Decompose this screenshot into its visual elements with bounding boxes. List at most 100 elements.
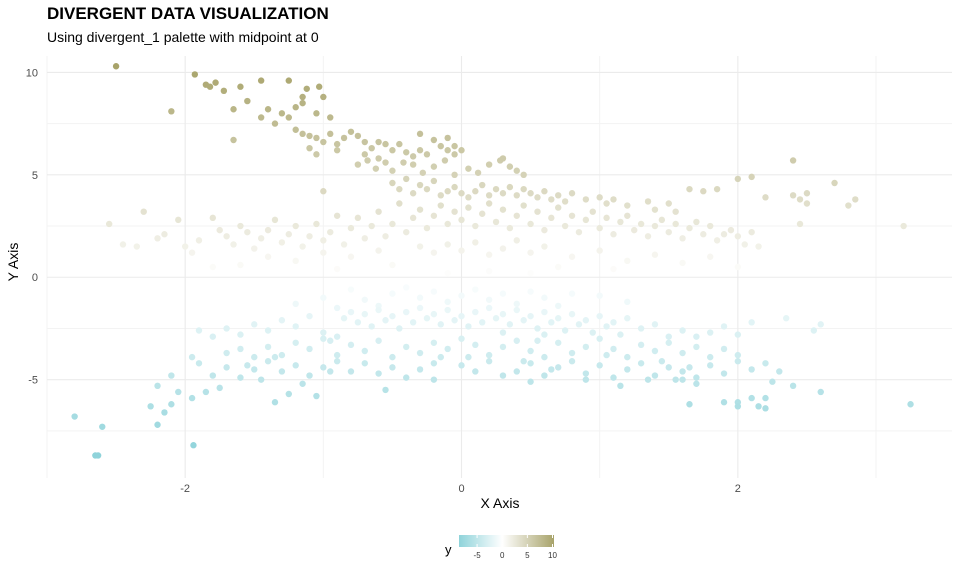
data-point bbox=[624, 257, 631, 265]
data-point bbox=[188, 249, 196, 256]
data-point bbox=[637, 220, 645, 228]
data-point bbox=[396, 200, 403, 207]
data-point bbox=[237, 331, 244, 338]
data-point bbox=[520, 171, 527, 179]
data-point bbox=[506, 321, 514, 328]
data-point bbox=[423, 224, 431, 232]
data-point bbox=[375, 247, 382, 254]
data-point bbox=[190, 442, 197, 449]
data-point bbox=[175, 216, 182, 224]
data-point bbox=[347, 308, 355, 316]
data-point bbox=[209, 263, 217, 271]
data-point bbox=[513, 300, 520, 308]
data-point bbox=[223, 364, 230, 371]
data-point bbox=[292, 362, 299, 369]
data-point bbox=[520, 202, 527, 209]
data-point bbox=[264, 106, 272, 113]
data-point bbox=[900, 222, 907, 230]
data-point bbox=[527, 220, 534, 228]
data-point bbox=[333, 333, 341, 340]
data-point bbox=[361, 360, 368, 367]
data-point bbox=[368, 222, 375, 230]
data-point bbox=[206, 83, 214, 90]
data-point bbox=[513, 167, 520, 174]
data-point bbox=[347, 253, 355, 260]
data-point bbox=[285, 114, 292, 121]
data-point bbox=[389, 353, 396, 361]
data-point bbox=[651, 347, 659, 355]
data-point bbox=[782, 315, 790, 322]
data-point bbox=[479, 181, 486, 189]
data-point bbox=[354, 214, 362, 222]
data-point bbox=[499, 290, 507, 297]
data-point bbox=[416, 366, 424, 373]
data-point bbox=[506, 183, 514, 191]
data-point bbox=[624, 298, 631, 306]
data-point bbox=[485, 192, 493, 199]
data-point bbox=[375, 208, 382, 215]
data-point bbox=[589, 329, 596, 336]
data-point bbox=[237, 83, 244, 90]
data-point bbox=[285, 390, 292, 398]
data-point bbox=[375, 155, 382, 162]
data-point bbox=[251, 366, 258, 373]
data-point bbox=[154, 235, 161, 242]
data-point bbox=[271, 353, 279, 361]
data-point bbox=[299, 243, 306, 250]
data-point bbox=[223, 349, 230, 357]
data-point bbox=[458, 312, 465, 320]
color-legend: y -5 0 5 10 bbox=[445, 535, 557, 560]
legend-colorbar bbox=[459, 535, 554, 547]
data-point bbox=[292, 222, 299, 230]
data-point bbox=[168, 108, 175, 115]
data-point bbox=[568, 349, 576, 357]
data-point bbox=[271, 399, 279, 406]
data-point bbox=[707, 353, 714, 361]
data-point bbox=[430, 212, 438, 219]
data-point bbox=[762, 394, 769, 402]
data-point bbox=[637, 360, 645, 367]
data-point bbox=[624, 366, 631, 373]
data-point bbox=[299, 99, 306, 107]
data-point bbox=[686, 364, 693, 371]
grid-lines bbox=[46, 56, 952, 478]
data-point bbox=[644, 376, 652, 383]
data-point bbox=[748, 228, 755, 236]
data-point bbox=[347, 286, 355, 293]
data-point bbox=[320, 249, 327, 256]
data-point bbox=[223, 325, 230, 332]
data-point bbox=[333, 351, 341, 359]
data-point bbox=[561, 327, 569, 334]
data-point bbox=[596, 312, 603, 320]
chart-title: DIVERGENT DATA VISUALIZATION bbox=[47, 4, 329, 23]
data-point bbox=[320, 237, 327, 244]
data-point bbox=[506, 224, 514, 232]
data-point bbox=[423, 315, 431, 322]
data-point bbox=[315, 83, 323, 90]
data-point bbox=[212, 79, 219, 86]
data-point bbox=[679, 235, 686, 242]
data-point bbox=[292, 126, 299, 133]
data-point bbox=[589, 208, 596, 215]
data-point bbox=[382, 233, 389, 240]
data-point bbox=[465, 165, 472, 172]
data-point bbox=[817, 388, 824, 396]
data-point bbox=[541, 331, 548, 338]
data-point bbox=[451, 208, 458, 215]
data-point bbox=[741, 241, 748, 248]
data-point bbox=[99, 423, 106, 430]
data-point bbox=[541, 353, 548, 361]
data-point bbox=[375, 337, 382, 344]
data-point bbox=[327, 114, 334, 121]
data-point bbox=[444, 345, 451, 353]
data-point bbox=[278, 317, 286, 324]
data-point bbox=[389, 167, 396, 174]
data-point bbox=[271, 120, 279, 127]
data-point bbox=[361, 347, 368, 355]
data-point bbox=[292, 339, 299, 346]
data-point bbox=[541, 372, 548, 379]
data-point bbox=[534, 337, 541, 344]
data-point bbox=[734, 351, 742, 359]
data-point bbox=[313, 151, 320, 158]
data-point bbox=[651, 372, 659, 379]
